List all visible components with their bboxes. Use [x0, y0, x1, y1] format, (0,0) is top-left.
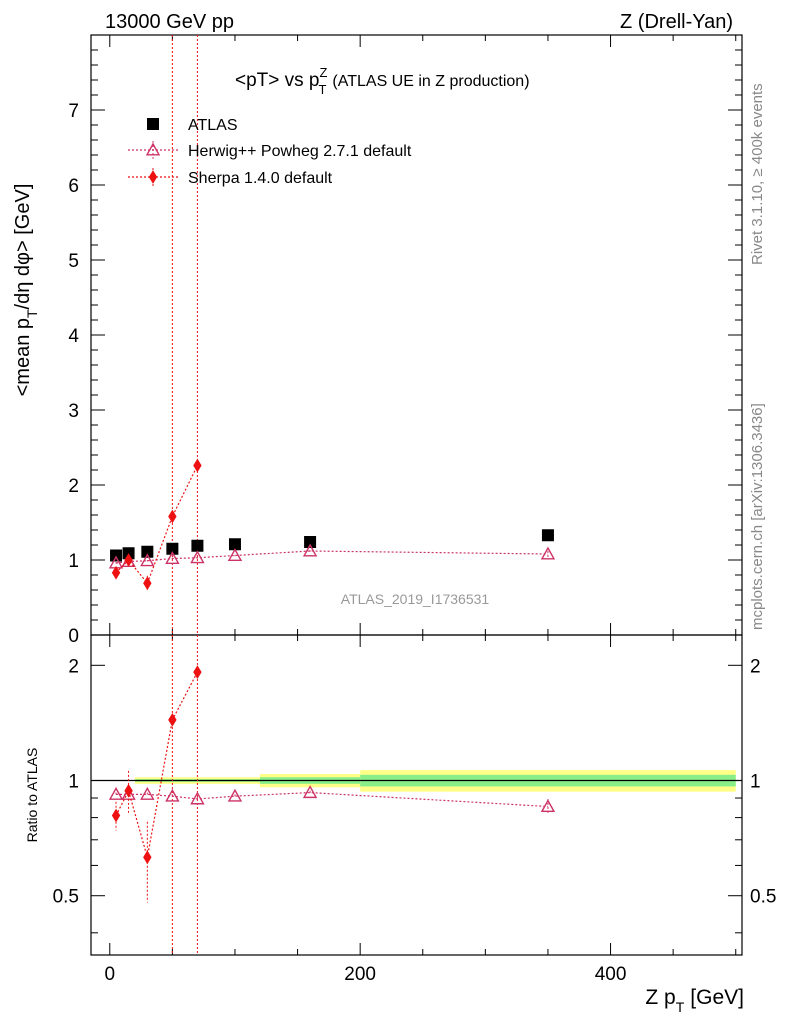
ratio-series-0-line — [116, 791, 548, 808]
data-series — [108, 458, 556, 903]
title-main: <pT> vs p — [235, 70, 320, 91]
ratio-series-0-point-2 — [140, 786, 155, 800]
y-tick-label-2: 2 — [68, 476, 79, 497]
legend-label-0: ATLAS — [188, 117, 238, 134]
process-label: Z (Drell-Yan) — [620, 11, 733, 33]
ylabel-main: <mean p — [12, 318, 34, 396]
ratio-series-0-point-4 — [190, 791, 205, 805]
energy-label: 13000 GeV pp — [105, 11, 234, 33]
ratio-tick-label-left-0: 0.5 — [53, 887, 79, 908]
ratio-series-1-point-1 — [124, 783, 133, 798]
series-1-point-5 — [227, 548, 243, 561]
series-0-point-2 — [141, 545, 154, 558]
series-0-point-7 — [541, 529, 554, 542]
ratio-tick-label-right-2: 2 — [750, 656, 761, 677]
series-1-line — [115, 550, 548, 564]
series-2-line — [115, 465, 198, 585]
xlabel-main: Z p — [645, 986, 675, 1009]
series-1-point-7 — [540, 546, 556, 560]
ratio-series-0-point-5 — [227, 788, 243, 802]
series-2-point-3 — [168, 509, 177, 524]
legend-marker-1 — [145, 142, 161, 156]
ylabel-sub: T — [24, 309, 40, 318]
series-0-point-6 — [304, 536, 317, 548]
vertical-marker-lines — [171, 35, 198, 955]
y-tick-label-7: 7 — [68, 101, 79, 122]
legend-label-1: Herwig++ Powheg 2.7.1 default — [188, 143, 412, 160]
series-1-point-4 — [190, 550, 205, 564]
series-0-point-4 — [191, 539, 204, 552]
y-tick-label-0: 0 — [68, 626, 79, 647]
series-2-point-0 — [111, 565, 121, 580]
x-tick-label-0: 0 — [104, 964, 115, 985]
ratio-uncertainty-bands — [91, 770, 742, 792]
series-1-point-3 — [165, 551, 180, 564]
y-tick-label-1: 1 — [68, 551, 79, 572]
xlabel-rest: [GeV] — [690, 986, 744, 1009]
axis-tick-labels: 0 200 400 0 1 2 3 4 5 6 7 0.5 0.5 1 1 2 2 — [53, 101, 777, 985]
title-rest: (ATLAS UE in Z production) — [332, 73, 529, 90]
series-0-point-3 — [166, 542, 179, 555]
title-sub: T — [318, 82, 326, 97]
ratio-series-0-point-0 — [108, 786, 124, 800]
legend: ATLAS Herwig++ Powheg 2.7.1 default Sherpa… — [128, 117, 412, 187]
ratio-series-1-line — [115, 671, 198, 858]
ratio-series-1-point-4 — [193, 665, 202, 679]
ratio-plot-frame — [90, 634, 743, 956]
x-axis-label: Z pT [GeV] — [645, 986, 744, 1015]
series-1-point-2 — [140, 553, 155, 567]
legend-marker-2 — [148, 170, 158, 184]
analysis-label: ATLAS_2019_I1736531 — [341, 591, 490, 607]
series-2-point-1 — [124, 553, 133, 567]
chart-title: <pT> vs pZ T (ATLAS UE in Z production) — [235, 65, 530, 97]
mcplots-label: mcplots.cern.ch [arXiv:1306.3436] — [749, 403, 766, 630]
ratio-tick-label-left-1: 1 — [68, 772, 79, 793]
ratio-series-1-point-2 — [143, 850, 152, 865]
ratio-tick-label-right-1: 1 — [750, 772, 761, 793]
ratio-series-0-point-3 — [165, 788, 180, 802]
ratio-y-axis-label: Ratio to ATLAS — [24, 748, 40, 843]
axis-ticks — [91, 34, 742, 955]
ratio-tick-label-left-2: 2 — [68, 656, 79, 677]
y-axis-label: <mean pT/dη dφ> [GeV] — [12, 184, 40, 397]
ylabel-rest: /dη dφ> [GeV] — [12, 184, 34, 310]
x-tick-label-400: 400 — [595, 964, 627, 985]
series-2-point-4 — [193, 458, 202, 473]
series-1-point-6 — [302, 543, 318, 557]
x-tick-label-200: 200 — [344, 964, 376, 985]
y-tick-label-5: 5 — [68, 251, 79, 272]
series-0-point-5 — [228, 538, 241, 551]
rivet-label: Rivet 3.1.10, ≥ 400k events — [749, 83, 766, 265]
legend-marker-0 — [147, 118, 159, 130]
ratio-tick-label-right-0: 0.5 — [750, 887, 776, 908]
y-tick-label-6: 6 — [68, 176, 79, 197]
y-tick-label-3: 3 — [68, 401, 79, 422]
title-sup: Z — [320, 65, 328, 80]
legend-label-2: Sherpa 1.4.0 default — [188, 170, 333, 187]
xlabel-sub: T — [676, 999, 685, 1015]
ratio-series-0-point-7 — [540, 799, 556, 813]
series-2-point-2 — [143, 576, 152, 591]
y-tick-label-4: 4 — [68, 326, 79, 347]
ratio-series-1-point-0 — [111, 808, 121, 823]
ratio-series-0-point-6 — [302, 785, 318, 799]
ratio-series-1-point-3 — [168, 713, 177, 727]
series-0-point-0 — [110, 549, 123, 562]
